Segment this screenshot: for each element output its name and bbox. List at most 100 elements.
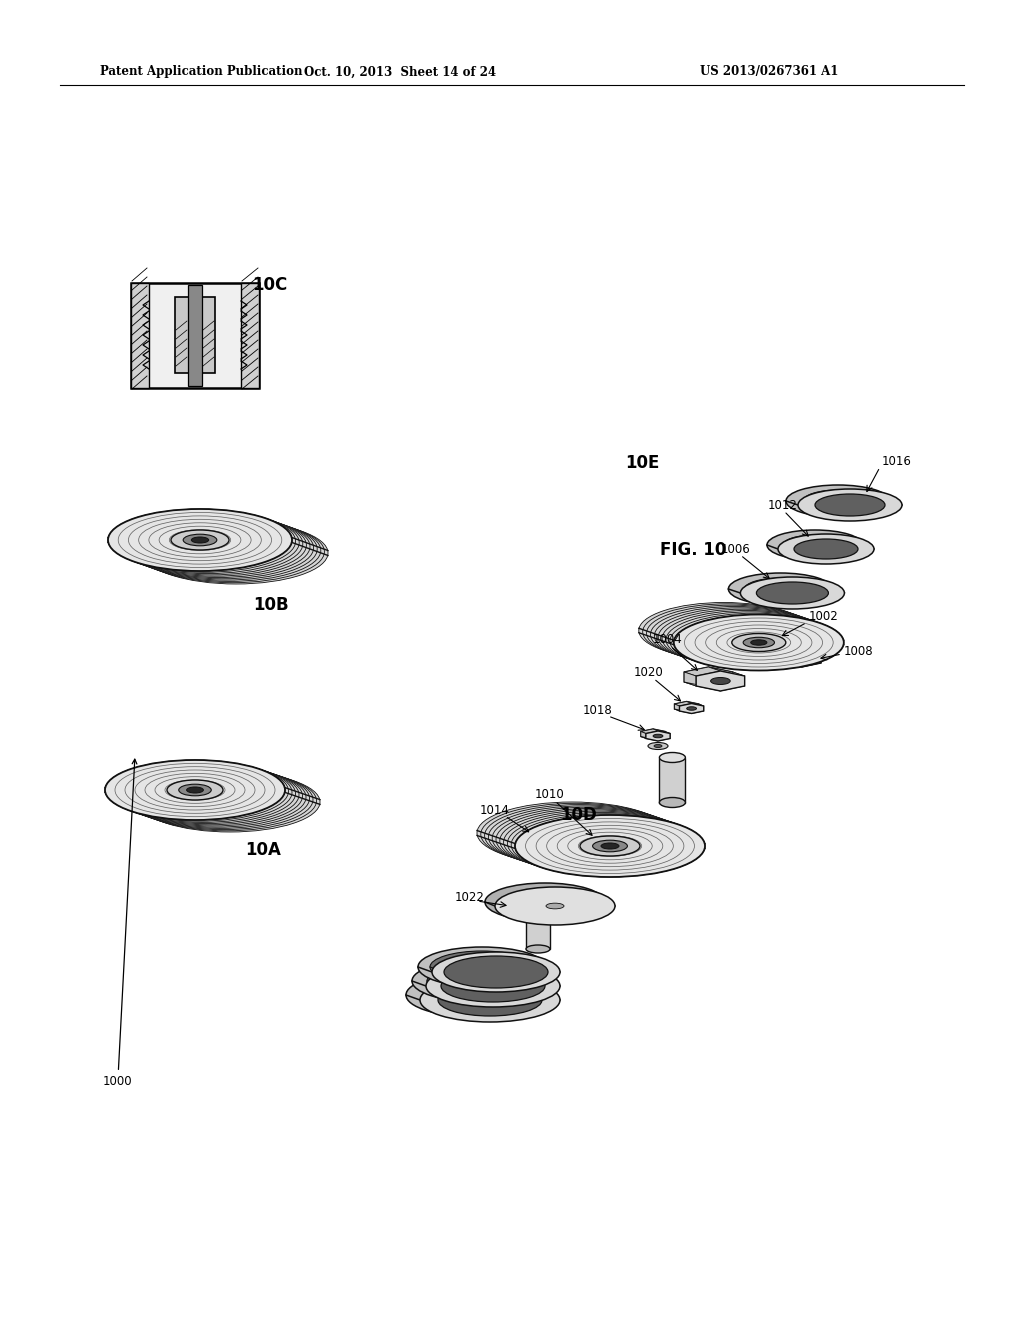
Polygon shape [783,651,821,667]
Ellipse shape [751,640,767,645]
Ellipse shape [517,816,691,873]
Ellipse shape [659,797,685,808]
Ellipse shape [711,677,730,685]
Polygon shape [557,894,574,899]
Polygon shape [545,894,569,904]
Ellipse shape [142,772,307,828]
Ellipse shape [557,899,567,903]
Ellipse shape [438,983,542,1016]
Ellipse shape [783,535,847,554]
Ellipse shape [119,764,299,825]
Ellipse shape [526,915,550,923]
Text: 1018: 1018 [583,704,612,717]
Ellipse shape [732,634,785,652]
Ellipse shape [674,615,844,671]
Ellipse shape [509,813,684,870]
Polygon shape [687,701,703,706]
Ellipse shape [131,517,301,574]
Ellipse shape [117,512,287,569]
Polygon shape [793,648,821,655]
Text: 10B: 10B [253,597,289,614]
Polygon shape [675,701,691,706]
Ellipse shape [186,787,204,793]
Polygon shape [545,902,562,906]
Ellipse shape [133,517,317,579]
Ellipse shape [138,771,304,826]
Ellipse shape [659,752,685,763]
Ellipse shape [495,808,669,865]
Ellipse shape [743,638,774,648]
Ellipse shape [426,965,560,1007]
Ellipse shape [502,810,677,867]
Text: 10C: 10C [252,276,288,294]
Text: 1010: 1010 [535,788,565,801]
Ellipse shape [138,771,304,826]
Ellipse shape [664,611,819,663]
Text: 1014: 1014 [480,804,510,817]
Ellipse shape [671,614,827,665]
Ellipse shape [119,513,303,576]
Ellipse shape [651,607,808,659]
Ellipse shape [526,945,550,953]
Ellipse shape [486,805,662,862]
Ellipse shape [490,807,666,863]
Ellipse shape [659,610,815,661]
Ellipse shape [520,817,695,874]
Ellipse shape [146,523,315,579]
Polygon shape [774,652,783,663]
Polygon shape [545,894,562,899]
Ellipse shape [639,602,809,659]
Ellipse shape [481,804,671,866]
Ellipse shape [115,512,299,574]
Polygon shape [812,652,821,663]
Ellipse shape [128,516,297,573]
Ellipse shape [146,523,315,579]
Ellipse shape [601,843,618,849]
Ellipse shape [125,767,290,822]
Ellipse shape [484,805,675,867]
Ellipse shape [666,612,836,668]
Text: 1012: 1012 [768,499,798,512]
Ellipse shape [183,535,217,545]
Ellipse shape [118,764,283,820]
Ellipse shape [646,605,816,661]
Ellipse shape [767,531,863,560]
Polygon shape [698,704,703,711]
Text: 1000: 1000 [103,759,137,1088]
Ellipse shape [135,519,304,576]
Ellipse shape [558,909,566,912]
Ellipse shape [679,616,835,668]
Ellipse shape [121,513,290,570]
Ellipse shape [663,610,833,667]
Text: Patent Application Publication: Patent Application Publication [100,66,302,78]
Ellipse shape [137,519,321,581]
Ellipse shape [150,524,318,581]
Ellipse shape [667,612,823,664]
Ellipse shape [803,490,873,512]
Ellipse shape [133,770,313,829]
Bar [188,285,202,385]
Ellipse shape [135,770,301,825]
Ellipse shape [128,516,297,573]
Polygon shape [641,731,646,738]
Ellipse shape [142,772,307,828]
Ellipse shape [509,813,684,870]
Ellipse shape [593,841,628,851]
Ellipse shape [125,767,290,822]
Ellipse shape [511,813,701,875]
Ellipse shape [418,946,546,987]
Ellipse shape [121,766,287,821]
Ellipse shape [412,960,546,1002]
Ellipse shape [513,814,688,871]
Ellipse shape [179,784,211,796]
Polygon shape [684,672,696,686]
Ellipse shape [144,521,328,583]
Bar [131,282,150,388]
Ellipse shape [114,763,280,818]
Bar [241,282,259,388]
Polygon shape [550,896,574,906]
Ellipse shape [112,763,292,822]
Ellipse shape [502,810,677,867]
Ellipse shape [128,768,294,822]
Ellipse shape [650,606,820,663]
